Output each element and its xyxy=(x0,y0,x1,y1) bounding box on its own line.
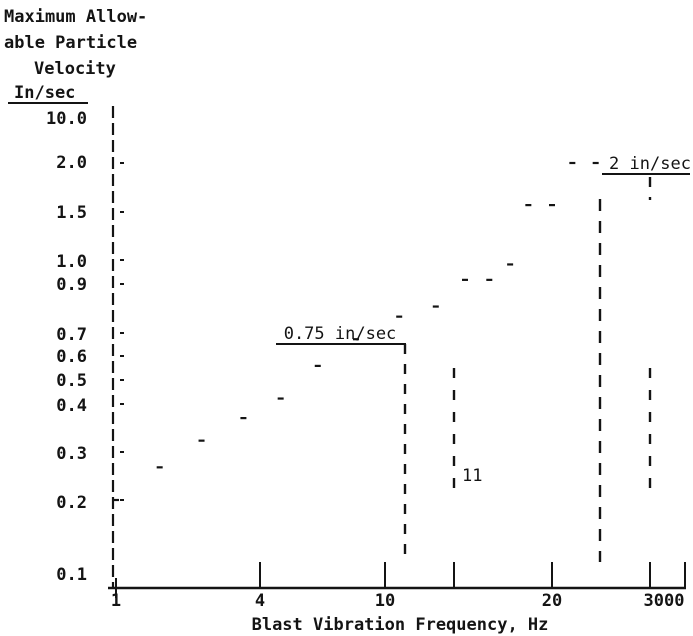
y-tick-label-0-3: 0.3 xyxy=(56,444,87,464)
y-tick-labels: 10.0 2.0 1.5 1.0 0.9 0.7 0.6 0.5 0.4 0.3… xyxy=(46,109,87,585)
y-axis-title-line-1: Maximum Allow- xyxy=(4,7,147,27)
y-axis-title: Maximum Allow- able Particle Velocity In… xyxy=(4,7,147,103)
annotation-11-label: 11 xyxy=(462,466,482,486)
y-tick-label-0-9: 0.9 xyxy=(56,275,87,295)
y-tick-label-0-5: 0.5 xyxy=(56,371,87,391)
x-tick-label-4: 4 xyxy=(255,591,265,611)
x-axis-tick-marks xyxy=(115,562,686,598)
y-tick-label-0-2: 0.2 xyxy=(56,493,87,513)
series-points xyxy=(113,161,599,502)
y-axis-title-line-3: Velocity xyxy=(34,59,116,79)
x-tick-label-10: 10 xyxy=(375,591,395,611)
annotation-2-label: 2 in/sec xyxy=(609,154,691,174)
y-axis-title-line-2: able Particle xyxy=(4,33,137,53)
annotation-0-75-label: 0.75 in/sec xyxy=(284,324,397,344)
annotation-2: 2 in/sec xyxy=(602,154,691,175)
y-axis-title-units: In/sec xyxy=(14,83,75,103)
x-axis-title: Blast Vibration Frequency, Hz xyxy=(252,615,549,635)
y-tick-label-10-0: 10.0 xyxy=(46,109,87,129)
y-tick-label-0-7: 0.7 xyxy=(56,325,87,345)
x-tick-label-3000: 3000 xyxy=(644,591,685,611)
y-tick-label-1-0: 1.0 xyxy=(56,252,87,272)
y-tick-label-2-0: 2.0 xyxy=(56,153,87,173)
y-tick-label-0-6: 0.6 xyxy=(56,347,87,367)
y-tick-label-1-5: 1.5 xyxy=(56,203,87,223)
x-tick-label-1: 1 xyxy=(111,591,121,611)
y-tick-label-0-1: 0.1 xyxy=(56,565,87,585)
y-axis-tick-marks xyxy=(120,162,124,501)
x-tick-labels: 1 4 10 20 3000 xyxy=(111,591,685,611)
x-tick-label-20: 20 xyxy=(542,591,562,611)
y-tick-label-0-4: 0.4 xyxy=(56,396,87,416)
reference-lines xyxy=(403,177,652,562)
annotation-0-75: 0.75 in/sec xyxy=(276,324,406,345)
